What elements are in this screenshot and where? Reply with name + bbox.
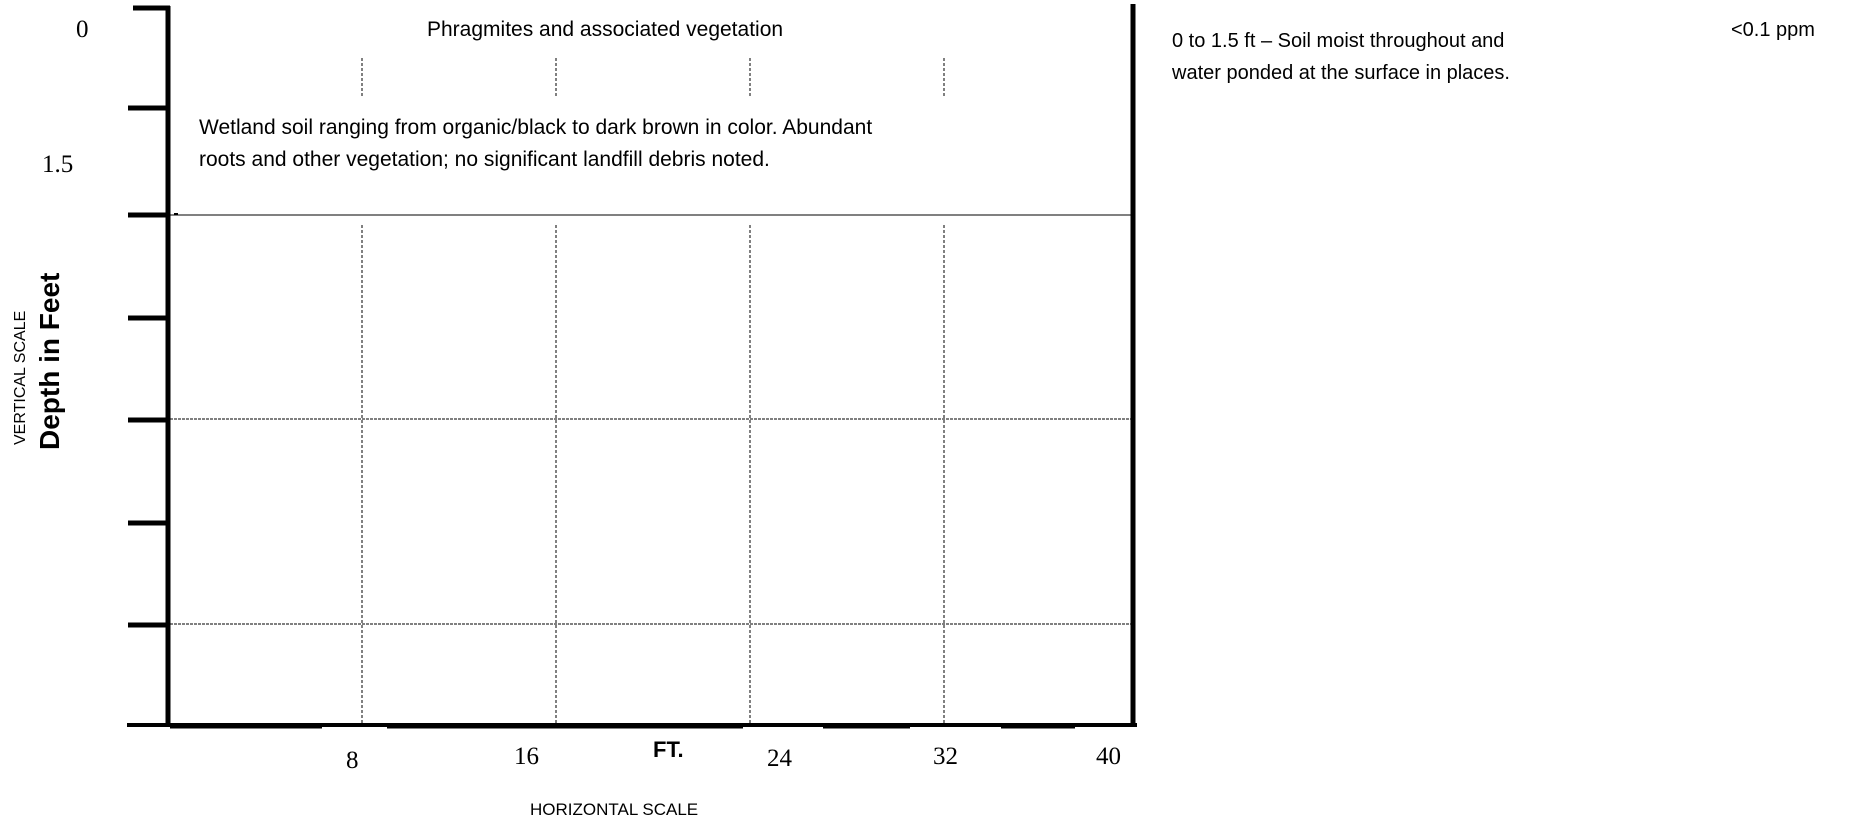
horizontal-grid [170,418,1133,625]
horizontal-label-8: 8 [346,747,359,774]
vertical-grid [361,58,945,724]
layer-description-line1: Wetland soil ranging from organic/black … [199,116,872,139]
horizontal-label-24: 24 [767,745,793,772]
depth-label-0: 0 [76,16,89,43]
depth-label-1-5: 1.5 [42,151,73,178]
vertical-scale-label: VERTICAL SCALE [12,311,29,445]
horizontal-label-32: 32 [933,743,958,770]
observation-line1: 0 to 1.5 ft – Soil moist throughout and [1172,30,1504,52]
horizontal-label-16: 16 [514,743,539,770]
surface-cover-label: Phragmites and associated vegetation [427,18,783,41]
ppm-reading: <0.1 ppm [1731,19,1815,41]
horizontal-unit-label: FT. [653,737,684,762]
depth-in-feet-label: Depth in Feet [34,273,65,450]
horizontal-scale-label: HORIZONTAL SCALE [530,800,698,819]
observation-line2: water ponded at the surface in places. [1171,62,1510,84]
layer-description-line2: roots and other vegetation; no significa… [199,148,770,171]
horizontal-label-40: 40 [1096,743,1121,770]
